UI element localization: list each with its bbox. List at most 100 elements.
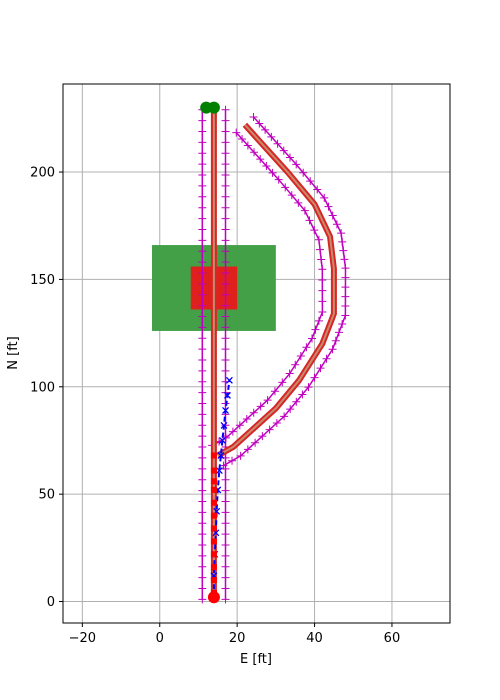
bound-marker — [221, 595, 230, 604]
y-tick-label: 0 — [47, 595, 55, 610]
ticks: −20 0 20 40 60 0 50 100 150 200 — [30, 166, 400, 646]
bound-marker — [198, 225, 207, 234]
bound-branch-marker — [311, 325, 320, 334]
plot-frame — [62, 83, 451, 624]
bound-branch-marker — [332, 220, 341, 229]
bound-marker — [198, 345, 207, 354]
bound-branch-marker — [270, 387, 279, 396]
bound-marker — [221, 290, 230, 299]
bound-marker — [221, 334, 230, 343]
bound-marker — [221, 268, 230, 277]
grid — [63, 84, 450, 623]
bound-branch-marker — [228, 427, 237, 436]
bound-marker — [198, 443, 207, 452]
bound-branch-marker — [249, 113, 258, 122]
trajectory-point — [215, 467, 223, 474]
bound-branch-marker — [328, 345, 337, 354]
bound-marker — [198, 486, 207, 495]
trajectory-point — [224, 391, 231, 399]
bound-branch-marker — [292, 160, 301, 169]
y-tick-label: 100 — [30, 380, 55, 395]
bound-marker — [198, 519, 207, 528]
bound-branch-marker — [341, 273, 350, 282]
bound-marker — [198, 573, 207, 582]
bound-branch-marker — [308, 334, 317, 343]
bound-marker — [198, 149, 207, 158]
bound-branch-marker — [302, 343, 311, 352]
bound-marker — [198, 160, 207, 169]
y-tick-label: 50 — [38, 488, 55, 503]
bound-branch-marker — [287, 191, 296, 200]
bound-branch-marker — [250, 148, 259, 157]
markers — [200, 101, 220, 604]
bound-branch-marker — [274, 175, 283, 184]
bound-marker — [198, 421, 207, 430]
bound-branch-marker — [294, 198, 303, 207]
end-point — [207, 101, 220, 114]
bound-branch-marker — [318, 275, 327, 284]
bound-branch-marker — [339, 246, 348, 255]
waypoint-marker — [210, 467, 217, 474]
bound-marker — [221, 345, 230, 354]
bound-branch-marker — [263, 396, 272, 405]
bound-branch-marker — [316, 245, 325, 254]
bound-branch-marker — [318, 265, 327, 274]
bound-branch-marker — [341, 292, 350, 301]
trajectory-point — [225, 376, 233, 384]
bound-marker — [198, 247, 207, 256]
bound-marker — [221, 366, 230, 375]
waypoint-marker — [210, 525, 217, 532]
bound-marker — [198, 138, 207, 147]
waypoint-marker — [210, 538, 217, 545]
bound-marker — [198, 203, 207, 212]
bound-branch-marker — [305, 216, 314, 225]
bound-branch-marker — [320, 193, 329, 202]
bound-marker — [198, 399, 207, 408]
bound-branch-marker — [313, 185, 322, 194]
bound-marker — [221, 356, 230, 365]
bound-branch-marker — [286, 405, 295, 414]
bound-marker — [221, 562, 230, 571]
bound-marker — [198, 290, 207, 299]
trajectory-point — [217, 452, 225, 459]
bound-marker — [198, 540, 207, 549]
bound-branch-marker — [242, 415, 251, 424]
trajectory-point — [220, 421, 228, 429]
bound-branch-marker — [221, 433, 230, 442]
bound-marker — [221, 475, 230, 484]
bound-branch-marker — [285, 369, 294, 378]
bound-branch-marker — [306, 177, 315, 186]
route-core — [217, 124, 335, 457]
bound-marker — [198, 258, 207, 267]
bound-marker — [221, 508, 230, 517]
bound-marker — [198, 453, 207, 462]
bound-marker — [221, 127, 230, 136]
waypoint-marker — [210, 499, 217, 506]
bound-branch-marker — [331, 336, 340, 345]
bound-marker — [221, 312, 230, 321]
waypoint-marker — [210, 512, 217, 519]
waypoint-marker — [210, 452, 217, 459]
bound-branch-marker — [279, 146, 288, 155]
bound-marker — [198, 301, 207, 310]
y-tick-label: 150 — [30, 273, 55, 288]
x-tick-label: 60 — [384, 631, 401, 646]
bound-marker — [198, 530, 207, 539]
bound-branch-marker — [232, 128, 241, 137]
bound-branch-marker — [317, 255, 326, 264]
bound-branch-marker — [340, 255, 349, 264]
bound-marker — [198, 584, 207, 593]
bound-branch-marker — [299, 168, 308, 177]
route — [210, 109, 337, 598]
bound-marker — [198, 551, 207, 560]
bound-branch-marker — [304, 383, 313, 392]
bound-branch-marker — [243, 445, 252, 454]
bound-marker — [221, 258, 230, 267]
bound-branch-marker — [261, 125, 270, 134]
bound-branch-marker — [341, 283, 350, 292]
bound-marker — [221, 181, 230, 190]
bound-marker — [221, 171, 230, 180]
bound-marker — [198, 127, 207, 136]
bound-marker — [221, 247, 230, 256]
bound-branch-marker — [338, 319, 347, 328]
